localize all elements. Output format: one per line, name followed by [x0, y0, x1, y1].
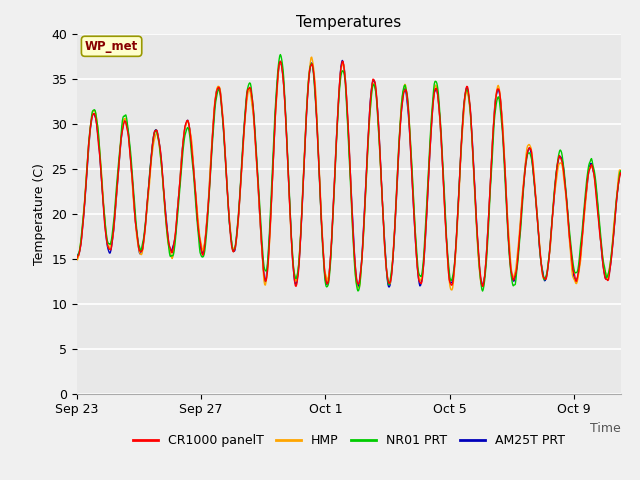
Text: WP_met: WP_met: [85, 40, 138, 53]
Y-axis label: Temperature (C): Temperature (C): [33, 163, 45, 264]
Title: Temperatures: Temperatures: [296, 15, 401, 30]
Text: Time: Time: [590, 422, 621, 435]
Legend: CR1000 panelT, HMP, NR01 PRT, AM25T PRT: CR1000 panelT, HMP, NR01 PRT, AM25T PRT: [128, 429, 570, 452]
